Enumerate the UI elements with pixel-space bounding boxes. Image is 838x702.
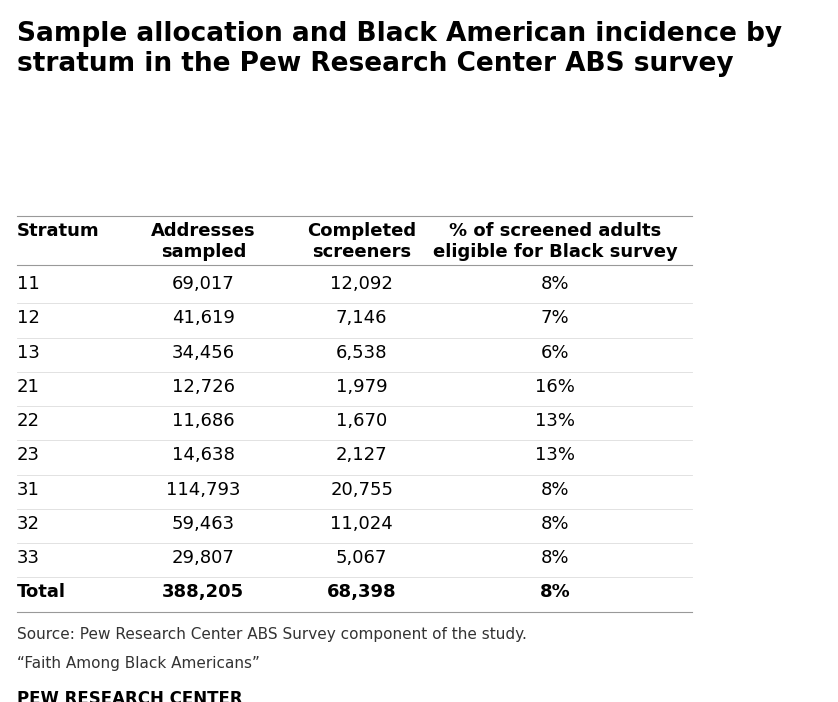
Text: 20,755: 20,755	[330, 481, 393, 498]
Text: 11,686: 11,686	[172, 412, 235, 430]
Text: 6%: 6%	[541, 343, 570, 362]
Text: 12,726: 12,726	[172, 378, 235, 396]
Text: 7,146: 7,146	[336, 310, 387, 327]
Text: Completed
screeners: Completed screeners	[308, 223, 416, 261]
Text: 114,793: 114,793	[166, 481, 241, 498]
Text: 388,205: 388,205	[163, 583, 245, 602]
Text: 32: 32	[17, 515, 40, 533]
Text: Sample allocation and Black American incidence by
stratum in the Pew Research Ce: Sample allocation and Black American inc…	[17, 21, 782, 77]
Text: “Faith Among Black Americans”: “Faith Among Black Americans”	[17, 656, 260, 670]
Text: 8%: 8%	[540, 583, 571, 602]
Text: 2,127: 2,127	[336, 446, 387, 465]
Text: 1,979: 1,979	[336, 378, 387, 396]
Text: Source: Pew Research Center ABS Survey component of the study.: Source: Pew Research Center ABS Survey c…	[17, 627, 527, 642]
Text: 22: 22	[17, 412, 40, 430]
Text: Addresses
sampled: Addresses sampled	[151, 223, 256, 261]
Text: 8%: 8%	[541, 549, 570, 567]
Text: 69,017: 69,017	[172, 275, 235, 293]
Text: % of screened adults
eligible for Black survey: % of screened adults eligible for Black …	[433, 223, 678, 261]
Text: 13%: 13%	[535, 446, 575, 465]
Text: 21: 21	[17, 378, 39, 396]
Text: 11,024: 11,024	[330, 515, 393, 533]
Text: 31: 31	[17, 481, 39, 498]
Text: 68,398: 68,398	[327, 583, 396, 602]
Text: 14,638: 14,638	[172, 446, 235, 465]
Text: 11: 11	[17, 275, 39, 293]
Text: 7%: 7%	[541, 310, 570, 327]
Text: 13: 13	[17, 343, 39, 362]
Text: 12,092: 12,092	[330, 275, 393, 293]
Text: 13%: 13%	[535, 412, 575, 430]
Text: 5,067: 5,067	[336, 549, 387, 567]
Text: 29,807: 29,807	[172, 549, 235, 567]
Text: Stratum: Stratum	[17, 223, 100, 240]
Text: 16%: 16%	[535, 378, 575, 396]
Text: 23: 23	[17, 446, 40, 465]
Text: 41,619: 41,619	[172, 310, 235, 327]
Text: 8%: 8%	[541, 515, 570, 533]
Text: 8%: 8%	[541, 481, 570, 498]
Text: 6,538: 6,538	[336, 343, 387, 362]
Text: 59,463: 59,463	[172, 515, 235, 533]
Text: 8%: 8%	[541, 275, 570, 293]
Text: PEW RESEARCH CENTER: PEW RESEARCH CENTER	[17, 690, 242, 702]
Text: Total: Total	[17, 583, 66, 602]
Text: 12: 12	[17, 310, 39, 327]
Text: 1,670: 1,670	[336, 412, 387, 430]
Text: 34,456: 34,456	[172, 343, 235, 362]
Text: 33: 33	[17, 549, 40, 567]
